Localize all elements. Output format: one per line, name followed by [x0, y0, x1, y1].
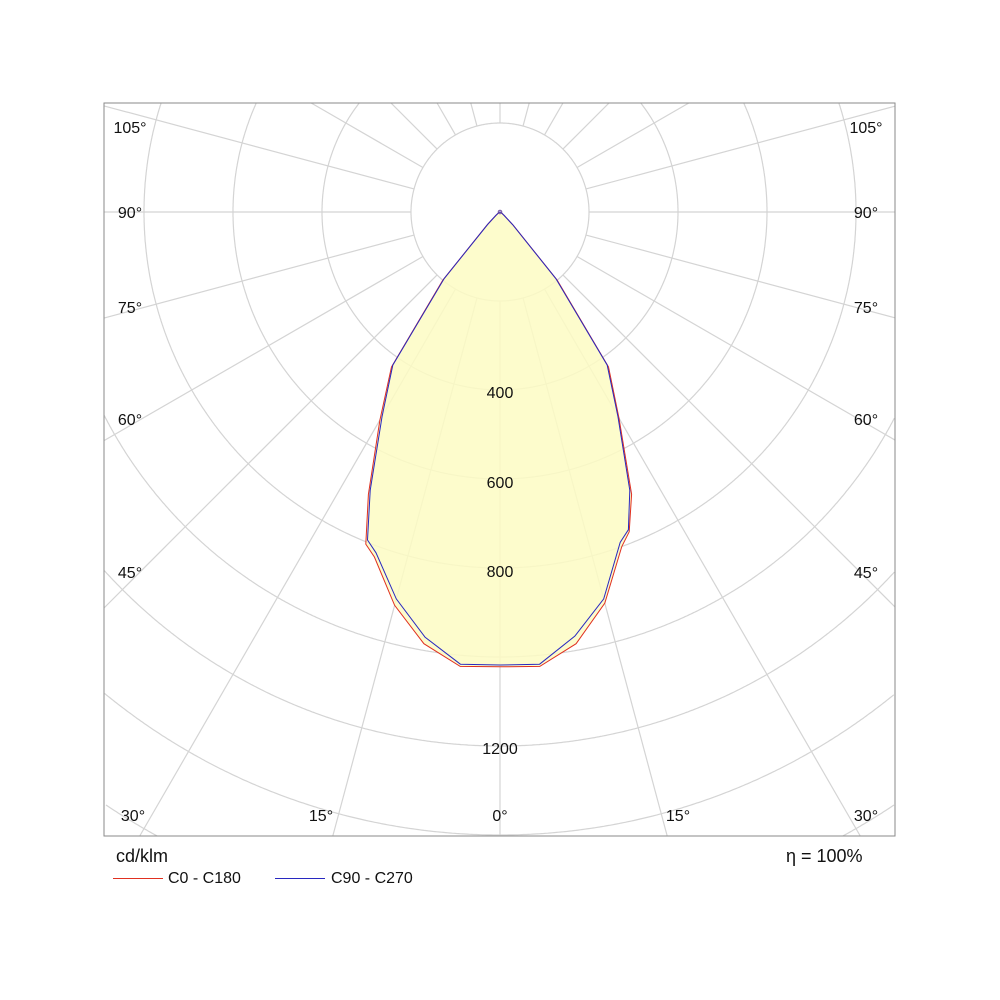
grid-spoke — [103, 274, 438, 609]
series-curve-c90-c270 — [366, 211, 631, 666]
angle-label-right: 90° — [854, 205, 878, 222]
grid-spoke — [562, 274, 896, 608]
grid-spoke — [543, 102, 564, 136]
angle-label-right: 45° — [854, 565, 878, 582]
grid-spoke — [103, 234, 415, 319]
grid-ring — [103, 570, 895, 747]
grid-spoke — [522, 102, 530, 127]
center-point — [497, 209, 503, 215]
grid-spoke — [470, 102, 478, 127]
plot-frame — [103, 102, 896, 837]
legend-line-c90 — [275, 878, 325, 879]
angle-label-left: 105° — [113, 120, 146, 137]
grid-spoke — [103, 255, 424, 442]
radial-tick-label: 800 — [487, 564, 514, 581]
efficiency-label: η = 100% — [786, 846, 863, 866]
legend-label-c0: C0 - C180 — [168, 870, 241, 887]
curves — [365, 209, 633, 668]
grid-ring — [103, 415, 895, 658]
angle-label-left: 90° — [118, 205, 142, 222]
angle-label-bottom: 30° — [121, 808, 145, 825]
angle-label-right: 60° — [854, 412, 878, 429]
grid-ring — [105, 804, 895, 837]
grid-spoke — [576, 255, 896, 441]
grid-spoke — [390, 102, 438, 150]
unit-label: cd/klm — [116, 846, 169, 866]
angle-label-bottom: 0° — [492, 808, 507, 825]
grid-spoke — [103, 105, 415, 190]
angle-label-bottom: 15° — [309, 808, 333, 825]
intensity-fill — [365, 212, 632, 667]
radial-tick-label: 400 — [487, 385, 514, 402]
grid-spoke — [310, 102, 424, 169]
angle-label-bottom: 15° — [666, 808, 690, 825]
angle-label-left: 60° — [118, 412, 142, 429]
grid-spoke — [576, 102, 690, 169]
angle-label-bottom: 30° — [854, 808, 878, 825]
radial-tick-label: 600 — [487, 475, 514, 492]
angle-label-left: 75° — [118, 300, 142, 317]
radial-tick-label: 1200 — [482, 741, 518, 758]
angle-label-right: 105° — [849, 120, 882, 137]
grid-spoke — [585, 234, 896, 319]
angle-label-right: 75° — [854, 300, 878, 317]
grid-ring — [104, 692, 895, 836]
legend-label-c90: C90 - C270 — [331, 870, 413, 887]
legend-line-c0 — [113, 878, 163, 879]
grid-spoke — [436, 102, 457, 136]
angle-label-left: 45° — [118, 565, 142, 582]
grid-spoke — [562, 102, 610, 150]
grid-spoke — [585, 105, 896, 190]
